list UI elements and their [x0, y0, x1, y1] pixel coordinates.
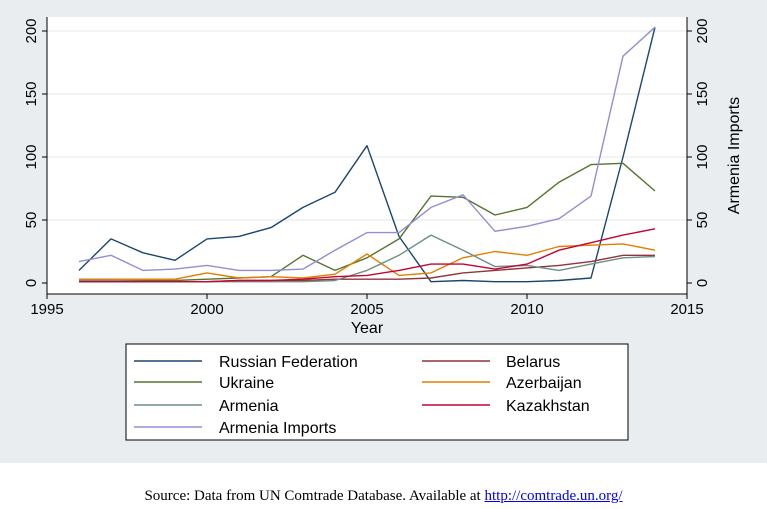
legend-label-russian-federation: Russian Federation — [219, 354, 358, 371]
right-tick-label: 150 — [694, 81, 711, 106]
right-axis-title: Armenia Imports — [726, 97, 743, 214]
legend-label-ukraine: Ukraine — [219, 375, 274, 392]
legend-label-azerbaijan: Azerbaijan — [506, 375, 582, 392]
series-line-kazakhstan — [79, 228, 656, 283]
source-caption: Source: Data from UN Comtrade Database. … — [0, 488, 767, 505]
legend-label-belarus: Belarus — [506, 354, 560, 371]
series-line-ukraine — [79, 162, 656, 282]
left-tick-label: 50 — [23, 212, 40, 229]
legend-label-kazakhstan: Kazakhstan — [506, 398, 590, 415]
legend-box — [125, 343, 629, 441]
x-tick-label: 2010 — [510, 301, 543, 318]
right-tick-label: 50 — [694, 212, 711, 229]
x-axis-title: Year — [351, 320, 384, 337]
series-line-azerbaijan — [79, 243, 656, 280]
right-tick-label: 100 — [694, 144, 711, 169]
x-tick-label: 2005 — [350, 301, 383, 318]
left-tick-label: 0 — [23, 279, 40, 287]
x-tick-label: 1995 — [30, 301, 63, 318]
right-tick-label: 0 — [694, 279, 711, 287]
legend: Russian Federation Ukraine Armenia Armenia … — [125, 343, 629, 441]
plot-area — [47, 17, 687, 294]
left-tick-label: 150 — [23, 81, 40, 106]
source-caption-text: Source: Data from UN Comtrade Database. … — [144, 488, 485, 504]
legend-label-armenia-imports: Armenia Imports — [219, 420, 336, 437]
grid-lines — [47, 30, 687, 221]
source-link[interactable]: http://comtrade.un.org/ — [484, 488, 623, 504]
series-line-russian-federation — [78, 27, 656, 283]
left-tick-label: 100 — [23, 144, 40, 169]
right-tick-label: 200 — [694, 18, 711, 43]
legend-label-armenia: Armenia — [219, 398, 279, 415]
left-tick-label: 200 — [23, 18, 40, 43]
series-lines — [78, 26, 656, 283]
x-tick-label: 2000 — [190, 301, 223, 318]
x-tick-label: 2015 — [670, 301, 703, 318]
series-line-armenia-imports — [78, 26, 656, 272]
